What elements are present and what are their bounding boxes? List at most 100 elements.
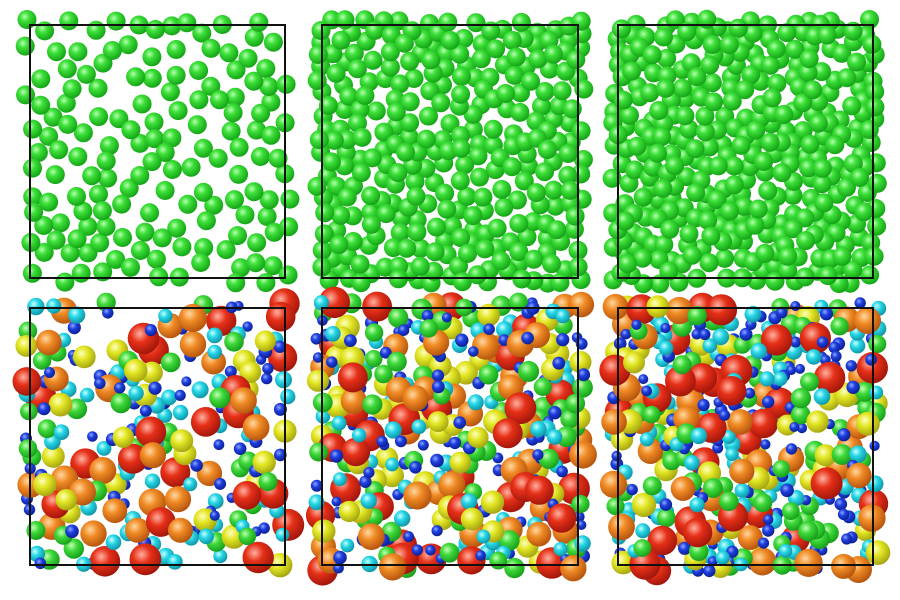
sphere bbox=[190, 459, 203, 472]
sphere bbox=[380, 42, 400, 62]
sphere bbox=[142, 47, 162, 67]
sphere bbox=[139, 404, 152, 417]
sphere bbox=[477, 303, 500, 327]
sphere bbox=[796, 422, 808, 434]
sphere bbox=[145, 20, 165, 39]
sphere bbox=[275, 527, 290, 542]
sphere bbox=[405, 172, 425, 191]
sphere bbox=[49, 140, 69, 160]
sphere bbox=[312, 519, 336, 543]
sphere bbox=[31, 69, 51, 89]
sphere bbox=[339, 86, 359, 106]
sphere bbox=[504, 65, 524, 85]
sphere bbox=[473, 187, 493, 207]
sphere bbox=[817, 25, 837, 45]
sphere bbox=[854, 202, 874, 222]
sphere bbox=[362, 394, 383, 415]
sphere bbox=[538, 448, 559, 469]
sphere bbox=[695, 122, 715, 142]
sphere bbox=[716, 376, 747, 406]
sphere bbox=[560, 180, 580, 200]
sphere bbox=[181, 376, 192, 387]
sphere bbox=[837, 177, 856, 197]
sphere bbox=[814, 444, 837, 467]
sphere bbox=[448, 436, 462, 450]
sphere bbox=[34, 216, 54, 235]
sphere bbox=[331, 496, 342, 507]
sphere bbox=[795, 363, 805, 374]
sphere bbox=[46, 230, 66, 250]
sphere bbox=[475, 550, 486, 561]
sphere bbox=[652, 127, 672, 147]
sphere bbox=[659, 498, 673, 511]
sphere bbox=[256, 273, 276, 293]
sphere bbox=[306, 369, 330, 392]
sphere bbox=[859, 120, 879, 139]
sphere bbox=[518, 360, 540, 382]
sphere bbox=[702, 73, 722, 93]
sphere bbox=[385, 457, 399, 472]
sphere bbox=[748, 408, 779, 439]
sphere bbox=[763, 514, 774, 525]
sphere bbox=[701, 226, 721, 246]
sphere bbox=[87, 431, 98, 442]
sphere bbox=[140, 203, 160, 223]
sphere bbox=[707, 556, 718, 567]
sphere bbox=[27, 297, 45, 316]
sphere bbox=[416, 129, 436, 149]
sphere bbox=[23, 158, 42, 178]
sphere bbox=[228, 226, 247, 246]
sphere bbox=[806, 410, 829, 433]
sphere bbox=[638, 374, 649, 385]
sphere bbox=[62, 79, 82, 99]
sphere bbox=[174, 389, 186, 401]
sphere bbox=[599, 470, 628, 498]
sphere bbox=[814, 193, 834, 213]
sphere bbox=[249, 12, 269, 32]
sphere bbox=[209, 510, 220, 521]
sphere bbox=[102, 307, 114, 319]
sphere bbox=[867, 216, 887, 236]
sphere bbox=[80, 520, 107, 547]
sphere bbox=[421, 309, 434, 322]
sphere bbox=[12, 367, 42, 396]
sphere bbox=[196, 460, 223, 487]
sphere bbox=[622, 61, 642, 81]
sphere bbox=[799, 158, 818, 178]
sphere bbox=[161, 389, 178, 406]
sphere bbox=[794, 548, 823, 578]
sphere bbox=[483, 323, 495, 336]
sphere bbox=[113, 228, 132, 247]
sphere bbox=[532, 96, 551, 116]
sphere bbox=[837, 428, 851, 442]
sphere bbox=[365, 350, 383, 368]
sphere bbox=[467, 394, 484, 411]
sphere bbox=[394, 33, 414, 53]
sphere bbox=[325, 326, 341, 342]
sphere bbox=[58, 114, 78, 134]
sphere bbox=[546, 503, 577, 533]
sphere bbox=[315, 203, 335, 223]
sphere bbox=[119, 178, 139, 198]
sphere bbox=[129, 543, 162, 576]
sphere bbox=[524, 249, 544, 269]
sphere bbox=[687, 67, 707, 87]
sphere bbox=[705, 294, 738, 326]
sphere bbox=[699, 328, 711, 341]
sphere bbox=[340, 538, 355, 553]
sphere bbox=[400, 51, 420, 71]
sphere bbox=[599, 354, 631, 386]
sphere bbox=[329, 235, 349, 255]
sphere bbox=[854, 297, 866, 309]
sphere bbox=[855, 381, 876, 402]
sphere bbox=[261, 372, 273, 385]
sphere bbox=[458, 244, 477, 263]
sphere bbox=[321, 152, 341, 172]
sphere bbox=[183, 477, 198, 492]
sphere bbox=[257, 207, 277, 226]
sphere bbox=[411, 544, 423, 556]
simulation-box bbox=[29, 307, 286, 566]
sphere bbox=[335, 10, 355, 30]
sphere bbox=[247, 120, 266, 140]
sphere bbox=[23, 187, 43, 207]
